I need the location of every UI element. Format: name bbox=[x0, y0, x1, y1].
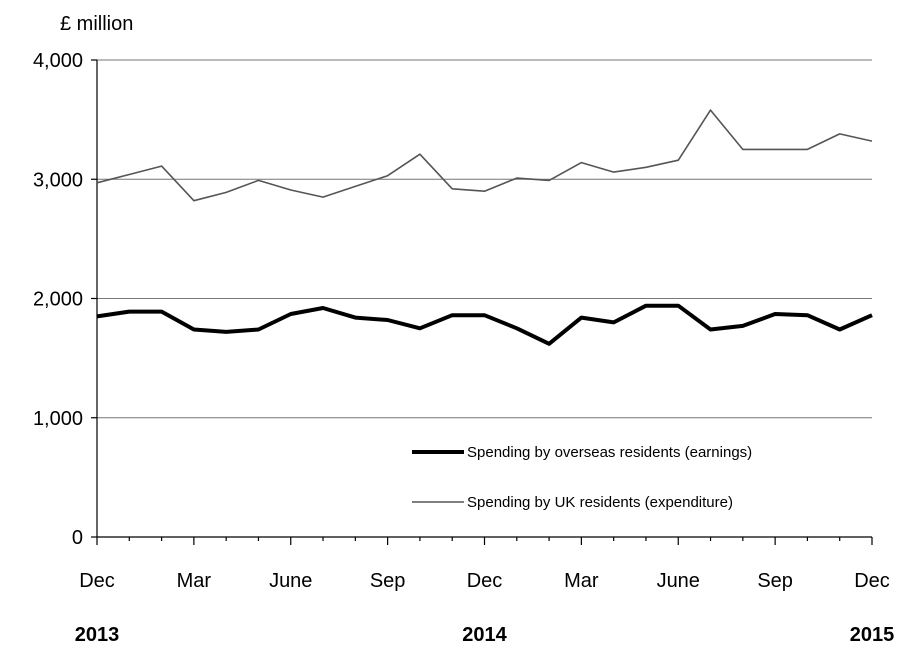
y-tick-label: 0 bbox=[72, 527, 83, 549]
y-axis-unit-label: £ million bbox=[60, 13, 133, 35]
x-tick-label: Dec bbox=[854, 570, 890, 592]
x-tick-label: June bbox=[269, 570, 312, 592]
x-tick-label: Mar bbox=[564, 570, 599, 592]
series-line-uk bbox=[97, 110, 872, 201]
axes bbox=[91, 60, 872, 545]
x-tick-label: Dec bbox=[79, 570, 115, 592]
x-tick-label: Mar bbox=[177, 570, 212, 592]
x-tick-label: Sep bbox=[757, 570, 793, 592]
y-tick-label: 4,000 bbox=[33, 50, 83, 72]
y-tick-labels: 0 1,000 2,000 3,000 4,000 bbox=[33, 50, 83, 549]
x-tick-label: June bbox=[657, 570, 700, 592]
x-year-label: 2015 bbox=[850, 624, 895, 646]
y-tick-label: 1,000 bbox=[33, 408, 83, 430]
legend-label: Spending by UK residents (expenditure) bbox=[467, 494, 733, 511]
legend-label: Spending by overseas residents (earnings… bbox=[467, 444, 752, 461]
series-lines bbox=[97, 110, 872, 344]
x-year-label: 2014 bbox=[462, 624, 507, 646]
y-tick-label: 3,000 bbox=[33, 169, 83, 191]
y-tick-label: 2,000 bbox=[33, 289, 83, 311]
series-line-overseas bbox=[97, 306, 872, 344]
x-tick-label: Sep bbox=[370, 570, 406, 592]
gridlines bbox=[97, 60, 872, 418]
x-tick-labels: Dec Mar June Sep Dec Mar June Sep Dec 2013 2014 201… bbox=[75, 570, 895, 646]
legend: Spending by overseas residents (earnings… bbox=[412, 444, 752, 511]
x-tick-label: Dec bbox=[467, 570, 503, 592]
x-year-label: 2013 bbox=[75, 624, 120, 646]
